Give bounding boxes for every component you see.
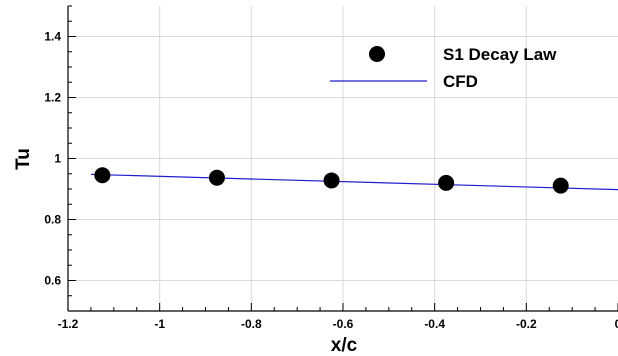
- ticks: [67, 5, 618, 312]
- data-point: [438, 174, 455, 191]
- x-axis-title: x/c: [331, 335, 358, 356]
- legend-label-cfd: CFD: [443, 72, 478, 91]
- data-point: [323, 172, 340, 189]
- series-layer: [90, 167, 618, 194]
- x-tick-label: -1.2: [58, 317, 79, 331]
- y-tick-label: 0.8: [44, 213, 61, 227]
- grid: [68, 6, 618, 311]
- x-tick-label: -0.8: [241, 317, 262, 331]
- y-tick-label: 1: [54, 152, 61, 166]
- x-tick-label: -0.2: [516, 317, 537, 331]
- legend-marker-s1-decay-law: [369, 46, 385, 62]
- x-tick-label: -0.6: [333, 317, 354, 331]
- data-point: [94, 167, 111, 184]
- data-point: [208, 169, 225, 186]
- x-tick-label: 0: [615, 317, 618, 331]
- y-axis-title: Tu: [13, 148, 34, 170]
- y-tick-label: 1.4: [44, 30, 61, 44]
- x-tick-label: -0.4: [424, 317, 445, 331]
- tick-labels: -1.2 -1 -0.8 -0.6 -0.4 -0.2 0 0.6 0.8 1 1.2 1.4: [44, 30, 618, 332]
- y-tick-label: 0.6: [44, 274, 61, 288]
- cfd-line: [90, 173, 618, 191]
- x-tick-label: -1: [154, 317, 165, 331]
- data-point: [552, 177, 569, 194]
- legend-label-s1-decay-law: S1 Decay Law: [443, 45, 557, 64]
- legend: S1 Decay Law CFD: [330, 45, 557, 91]
- y-tick-label: 1.2: [44, 91, 61, 105]
